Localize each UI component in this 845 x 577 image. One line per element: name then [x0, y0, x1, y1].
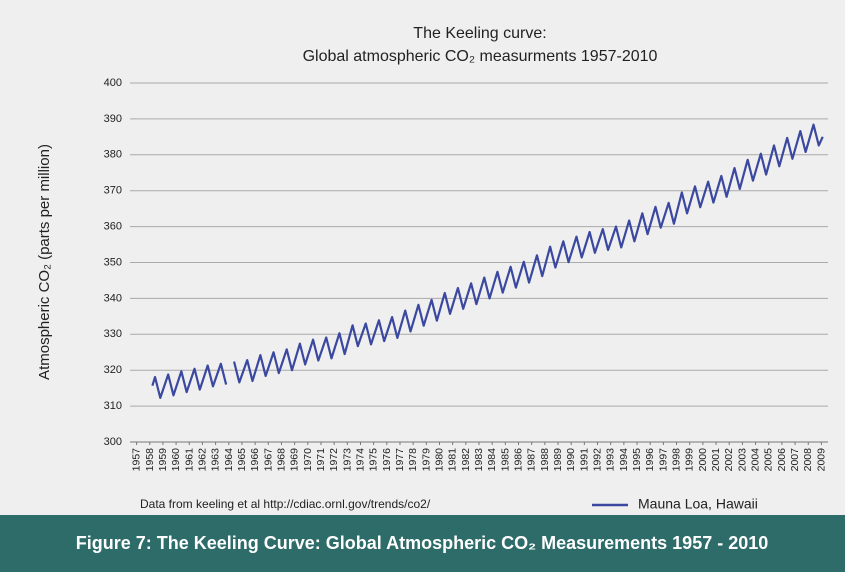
x-tick-label: 1959: [157, 448, 169, 472]
x-tick-label: 2003: [736, 448, 748, 472]
x-tick-label: 1983: [473, 448, 485, 472]
x-tick-label: 1991: [578, 448, 590, 472]
y-tick-label: 370: [104, 185, 122, 197]
y-tick-label: 310: [104, 400, 122, 412]
x-tick-label: 1989: [552, 448, 564, 472]
x-tick-label: 1997: [657, 448, 669, 472]
x-tick-label: 2000: [697, 448, 709, 472]
x-tick-label: 2005: [763, 448, 775, 472]
x-tick-label: 1988: [539, 448, 551, 472]
x-tick-label: 1993: [605, 448, 617, 472]
x-tick-label: 1972: [328, 448, 340, 472]
x-tick-label: 1987: [526, 448, 538, 472]
x-tick-label: 1980: [433, 448, 445, 472]
x-tick-label: 1976: [381, 448, 393, 472]
x-tick-label: 2002: [723, 448, 735, 472]
x-tick-label: 1975: [368, 448, 380, 472]
x-tick-label: 1990: [565, 448, 577, 472]
y-tick-label: 300: [104, 436, 122, 448]
y-axis-label: Atmospheric CO₂ (parts per million): [36, 144, 53, 380]
x-tick-label: 1985: [499, 448, 511, 472]
x-tick-label: 1984: [486, 448, 498, 472]
x-tick-label: 1957: [131, 448, 143, 472]
chart-background: [0, 0, 845, 515]
figure-caption: Figure 7: The Keeling Curve: Global Atmo…: [76, 533, 769, 553]
x-tick-label: 1995: [631, 448, 643, 472]
y-tick-label: 330: [104, 328, 122, 340]
x-tick-label: 1967: [262, 448, 274, 472]
x-tick-label: 1982: [460, 448, 472, 472]
x-tick-label: 1994: [618, 448, 630, 472]
x-tick-label: 1958: [144, 448, 156, 472]
y-tick-label: 340: [104, 292, 122, 304]
x-tick-label: 1968: [275, 448, 287, 472]
x-tick-label: 2008: [802, 448, 814, 472]
x-tick-label: 1973: [341, 448, 353, 472]
y-tick-label: 390: [104, 113, 122, 125]
chart-title: The Keeling curve:: [413, 25, 546, 42]
x-tick-label: 1966: [249, 448, 261, 472]
x-tick-label: 1962: [196, 448, 208, 472]
x-tick-label: 1986: [513, 448, 525, 472]
x-tick-label: 2001: [710, 448, 722, 472]
x-tick-label: 2009: [815, 448, 827, 472]
x-tick-label: 1981: [447, 448, 459, 472]
x-tick-label: 2007: [789, 448, 801, 472]
y-tick-label: 360: [104, 221, 122, 233]
x-tick-label: 1992: [592, 448, 604, 472]
y-tick-label: 350: [104, 256, 122, 268]
x-tick-label: 2006: [776, 448, 788, 472]
x-tick-label: 1963: [210, 448, 222, 472]
caption-banner: [0, 515, 845, 572]
x-tick-label: 1999: [684, 448, 696, 472]
x-tick-label: 1996: [644, 448, 656, 472]
x-tick-label: 1970: [302, 448, 314, 472]
x-tick-label: 1961: [183, 448, 195, 472]
y-tick-label: 320: [104, 364, 122, 376]
x-tick-label: 1979: [420, 448, 432, 472]
x-tick-label: 1974: [354, 448, 366, 472]
x-tick-label: 1998: [671, 448, 683, 472]
x-tick-label: 2004: [750, 448, 762, 472]
data-line: [151, 123, 824, 399]
y-tick-label: 400: [104, 77, 122, 89]
legend-label: Mauna Loa, Hawaii: [638, 496, 758, 512]
source-note: Data from keeling et al http://cdiac.orn…: [140, 497, 431, 511]
x-tick-label: 1971: [315, 448, 327, 472]
x-tick-label: 1964: [223, 448, 235, 472]
x-tick-label: 1978: [407, 448, 419, 472]
y-tick-label: 380: [104, 149, 122, 161]
chart-subtitle: Global atmospheric CO₂ measurments 1957-…: [303, 48, 658, 65]
x-tick-label: 1977: [394, 448, 406, 472]
x-tick-label: 1969: [289, 448, 301, 472]
x-tick-label: 1965: [236, 448, 248, 472]
x-tick-label: 1960: [170, 448, 182, 472]
